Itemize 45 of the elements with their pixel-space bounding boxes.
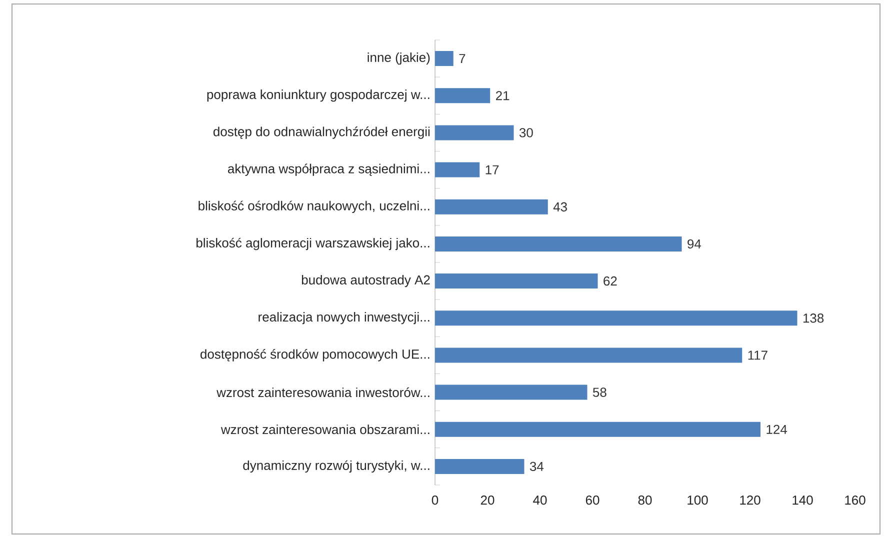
x-tick-label: 40 (533, 496, 547, 505)
y-tick-label: inne (jakie) (368, 52, 430, 65)
y-tick-label: bliskość aglomeracji warszawskiej jako... (196, 238, 430, 250)
y-tick-label: wzrost zainteresowania inwestorów... (216, 387, 430, 398)
data-label: 7 (459, 54, 466, 64)
bar (435, 274, 598, 289)
data-label: 17 (486, 165, 499, 174)
bar (435, 310, 798, 326)
y-tick-label: wzrost zainteresowania obszarami... (220, 424, 430, 434)
x-tick-label: 80 (638, 496, 652, 505)
data-label: 30 (519, 128, 533, 138)
bar (435, 348, 742, 363)
x-tick-label: 120 (740, 496, 760, 505)
x-tick-label: 0 (432, 496, 438, 505)
data-label: 62 (604, 276, 617, 286)
bar (435, 51, 454, 66)
y-tick-label: poprawa koniunktury gospodarczej w... (207, 90, 430, 102)
y-tick-label: dostęp do odnawialnychźródeł energii (213, 126, 430, 139)
y-tick-label: dostępność środków pomocowych UE... (200, 349, 430, 362)
data-label: 21 (496, 91, 510, 100)
y-tick-label: realizacja nowych inwestycji... (258, 312, 430, 324)
y-tick-label: bliskość ośrodków naukowych, uczelni... (198, 200, 430, 213)
y-tick-label: dynamiczny rozwój turystyki, w... (243, 460, 430, 473)
bar (435, 422, 760, 437)
bar (435, 199, 548, 214)
data-label: 43 (553, 202, 567, 212)
x-tick-label: 140 (792, 496, 813, 505)
data-label: 124 (766, 424, 788, 434)
data-label: 58 (592, 388, 606, 397)
x-tick-label: 60 (586, 496, 600, 505)
y-tick-label: budowa autostrady A2 (302, 274, 430, 288)
bar (435, 162, 480, 178)
data-label: 94 (688, 239, 702, 249)
bar (435, 125, 514, 140)
data-label: 138 (803, 314, 824, 323)
bar (435, 458, 524, 474)
bar (435, 236, 682, 252)
data-label: 117 (748, 350, 768, 360)
x-tick-label: 100 (688, 496, 708, 505)
x-tick-label: 160 (845, 496, 866, 505)
y-tick-label: aktywna współpraca z sąsiednimi... (228, 164, 430, 176)
data-label: 34 (530, 462, 544, 472)
bar (435, 384, 588, 400)
bar (435, 88, 490, 104)
x-tick-label: 20 (480, 496, 494, 505)
